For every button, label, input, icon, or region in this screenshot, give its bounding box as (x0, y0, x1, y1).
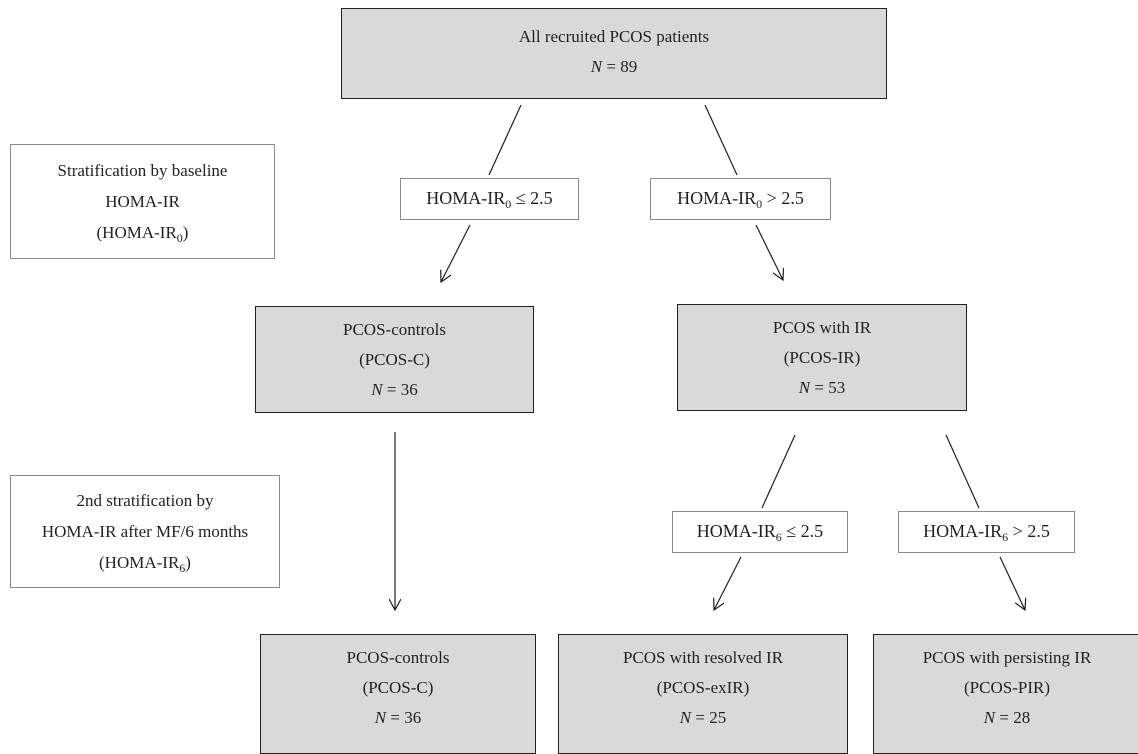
connector-all-to-left-condition (488, 104, 522, 176)
stratification-label-after-mf: 2nd stratification by HOMA-IR after MF/6… (10, 475, 280, 588)
node-pcos-persisting-ir: PCOS with persisting IR (PCOS-PIR) N = 2… (873, 634, 1138, 754)
connector-ir-to-exir-condition (761, 434, 796, 509)
stratification-label-baseline: Stratification by baseline HOMA-IR (HOMA… (10, 144, 275, 259)
connector-ir-to-pir-condition (945, 434, 980, 509)
node-title: All recruited PCOS patients (518, 27, 710, 46)
condition-homa-ir0-gt: HOMA-IR0 > 2.5 (650, 178, 831, 220)
arrow-to-pcos-c (441, 224, 471, 282)
condition-homa-ir6-gt: HOMA-IR6 > 2.5 (898, 511, 1075, 553)
node-pcos-with-ir: PCOS with IR (PCOS-IR) N = 53 (677, 304, 967, 411)
connector-all-to-right-condition (704, 104, 738, 176)
node-pcos-controls-final: PCOS-controls (PCOS-C) N = 36 (260, 634, 536, 754)
node-count: N = 89 (590, 57, 638, 76)
node-pcos-controls: PCOS-controls (PCOS-C) N = 36 (255, 306, 534, 413)
condition-homa-ir0-le: HOMA-IR0 ≤ 2.5 (400, 178, 579, 220)
arrow-to-pcos-exir (714, 556, 742, 610)
node-all-patients: All recruited PCOS patients N = 89 (341, 8, 887, 99)
node-pcos-resolved-ir: PCOS with resolved IR (PCOS-exIR) N = 25 (558, 634, 848, 754)
condition-homa-ir6-le: HOMA-IR6 ≤ 2.5 (672, 511, 848, 553)
arrow-to-pcos-pir (999, 556, 1025, 610)
arrow-to-pcos-ir (755, 224, 783, 280)
